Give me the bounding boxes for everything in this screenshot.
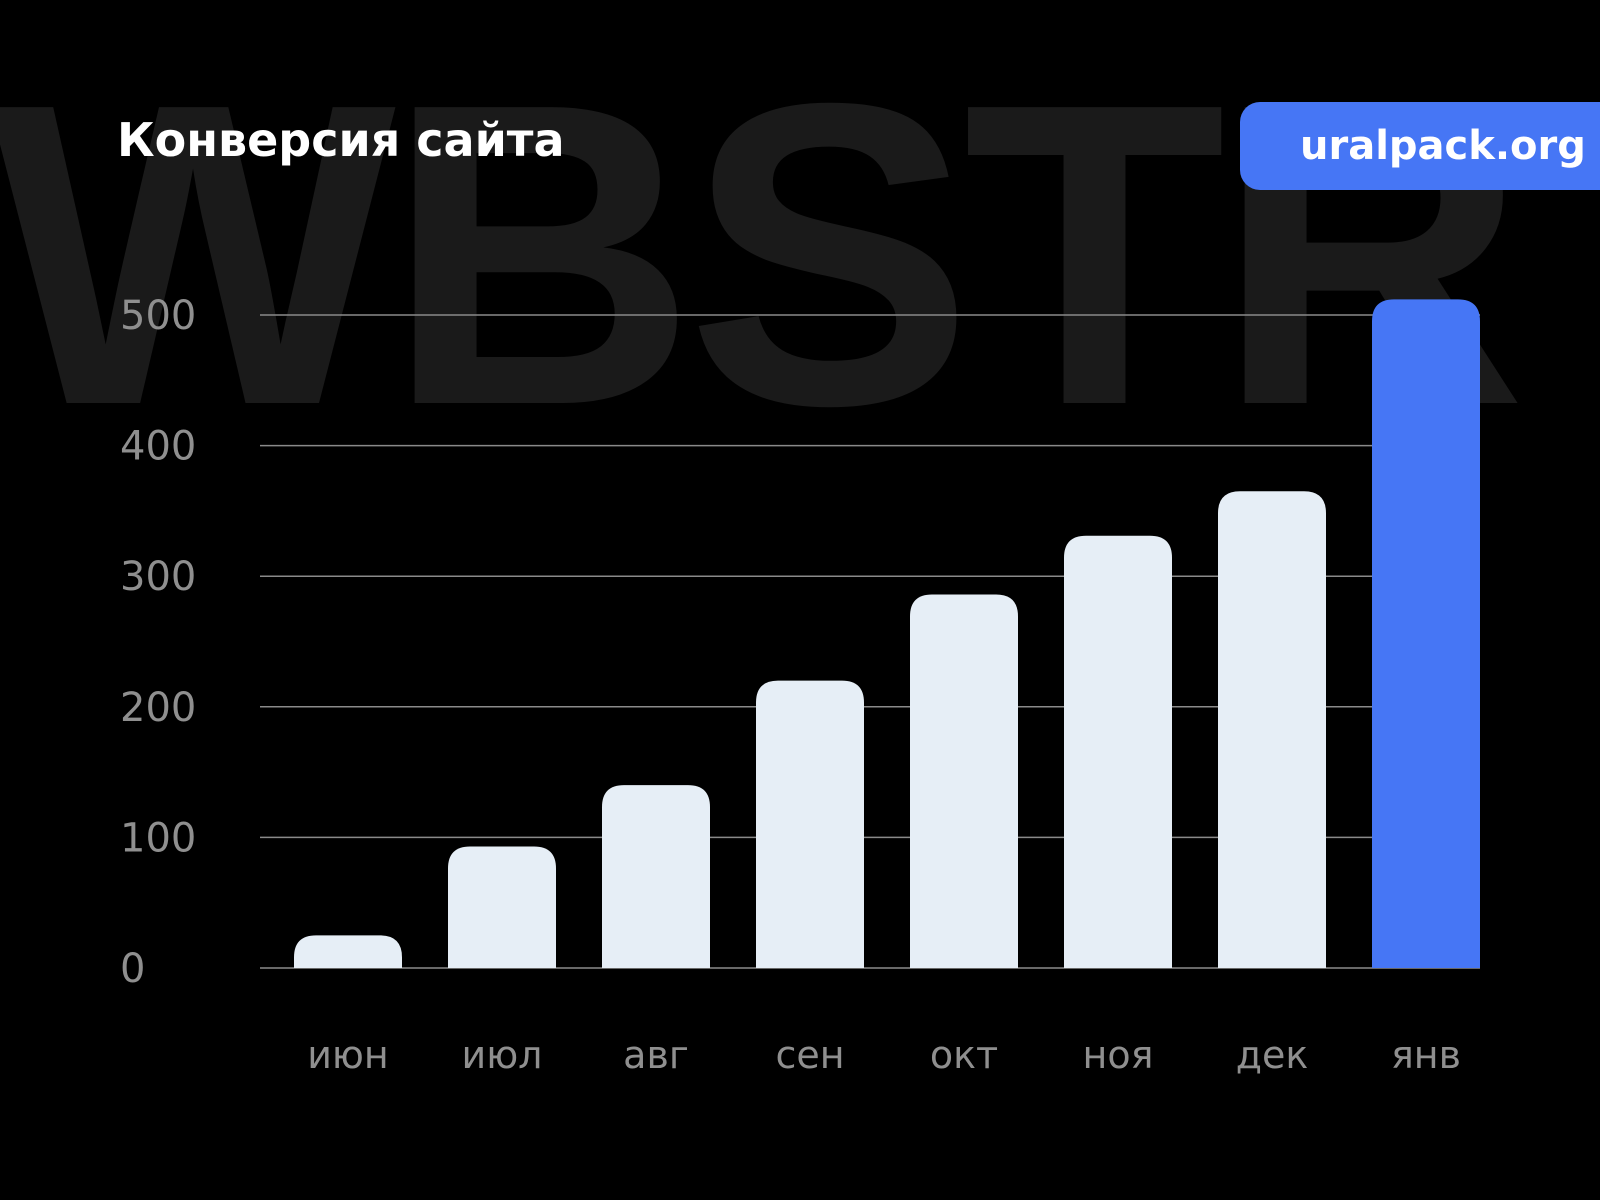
site-badge[interactable]: uralpack.org (1240, 102, 1600, 190)
y-tick-label: 300 (120, 554, 196, 600)
chart-title: Конверсия сайта (117, 113, 565, 167)
y-tick-label: 100 (120, 815, 196, 861)
bar-авг (602, 785, 710, 968)
bar-июл (448, 846, 556, 968)
x-tick-label: авг (623, 1033, 689, 1077)
bar-ноя (1064, 535, 1172, 968)
x-tick-label: янв (1391, 1033, 1461, 1077)
y-tick-label: 500 (120, 293, 196, 339)
y-tick-label: 400 (120, 424, 196, 470)
x-tick-label: июл (462, 1033, 543, 1077)
bar-дек (1218, 491, 1326, 968)
x-tick-label: дек (1236, 1033, 1309, 1077)
y-tick-label: 200 (120, 685, 196, 731)
bar-июн (294, 935, 402, 968)
x-tick-label: окт (930, 1033, 998, 1077)
x-tick-label: сен (775, 1033, 844, 1077)
x-tick-label: ноя (1083, 1033, 1154, 1077)
x-tick-label: июн (307, 1033, 389, 1077)
bar-окт (910, 594, 1018, 968)
bar-сен (756, 680, 864, 968)
bar-янв (1372, 299, 1480, 968)
y-tick-label: 0 (120, 946, 145, 992)
